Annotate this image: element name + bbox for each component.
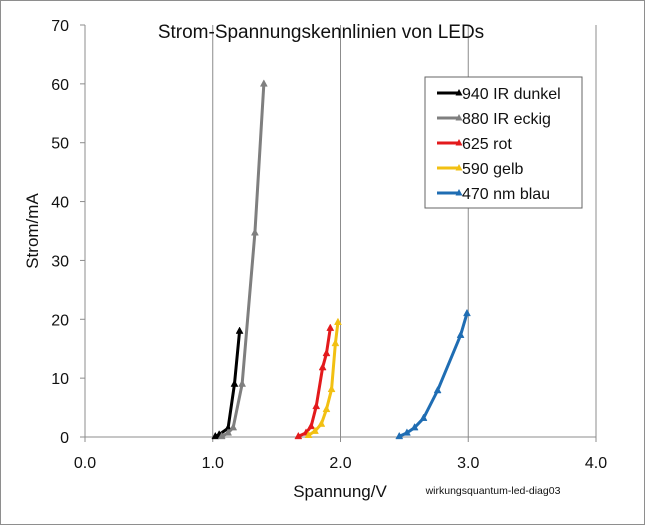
legend: 940 IR dunkel 880 IR eckig 625 rot 590 gelb… [424,76,583,209]
x-axis-title: Spannung/V [293,482,387,501]
data-point [463,308,471,317]
series-3 [304,317,342,438]
x-tick-label: 1.0 [202,455,224,472]
data-point [217,431,226,440]
series-layer [211,79,471,440]
data-point [238,379,247,387]
data-point [230,379,239,387]
axes: 0.0 1.0 2.0 3.0 4.0 0 10 20 30 40 50 60 70 [51,18,607,472]
legend-label: 880 IR eckig [462,111,551,128]
data-point [229,423,238,431]
y-tick-label: 60 [51,77,69,94]
data-point [331,338,340,347]
legend-marker [455,139,463,146]
data-point [334,317,342,325]
x-tick-label: 0.0 [74,455,96,472]
data-point [419,413,428,421]
y-tick-label: 10 [51,371,69,388]
x-tick-label: 4.0 [585,455,607,472]
x-tick-label: 2.0 [329,455,351,472]
data-point [224,428,232,436]
y-tick-label: 20 [51,312,69,329]
y-axis-title: Strom/mA [23,193,42,269]
data-point [322,348,331,357]
x-tick-label: 3.0 [457,455,479,472]
legend-marker [455,164,463,171]
data-point [433,385,442,394]
y-tick-label: 0 [60,430,69,447]
legend-marker [455,189,463,196]
data-point [312,401,321,410]
data-point [235,326,244,334]
legend-label: 590 gelb [462,161,523,178]
y-tick-label: 30 [51,253,69,270]
data-point [327,384,336,393]
y-tick-label: 50 [51,136,69,153]
data-point [317,419,326,427]
data-point [318,363,327,371]
y-tick-label: 40 [51,195,69,212]
legend-marker [455,114,463,121]
legend-label: 470 nm blau [462,186,550,203]
data-point [322,404,331,413]
data-point [456,330,465,338]
legend-label: 625 rot [462,136,512,153]
data-point [326,323,335,331]
data-point [307,421,316,430]
legend-marker [455,89,463,96]
data-point [311,426,319,434]
data-point [294,431,303,440]
data-point [410,423,419,431]
data-point [259,79,268,87]
data-point [403,428,411,436]
series-1 [217,79,268,440]
chart-title: Strom-Spannungskennlinien von LEDs [158,22,484,43]
data-point [395,431,404,440]
series-4 [395,308,471,440]
y-tick-label: 70 [51,18,69,35]
data-point [304,430,313,438]
annotation-label: wirkungsquantum-led-diag03 [425,485,561,497]
data-point [250,228,259,236]
legend-label: 940 IR dunkel [462,86,561,103]
